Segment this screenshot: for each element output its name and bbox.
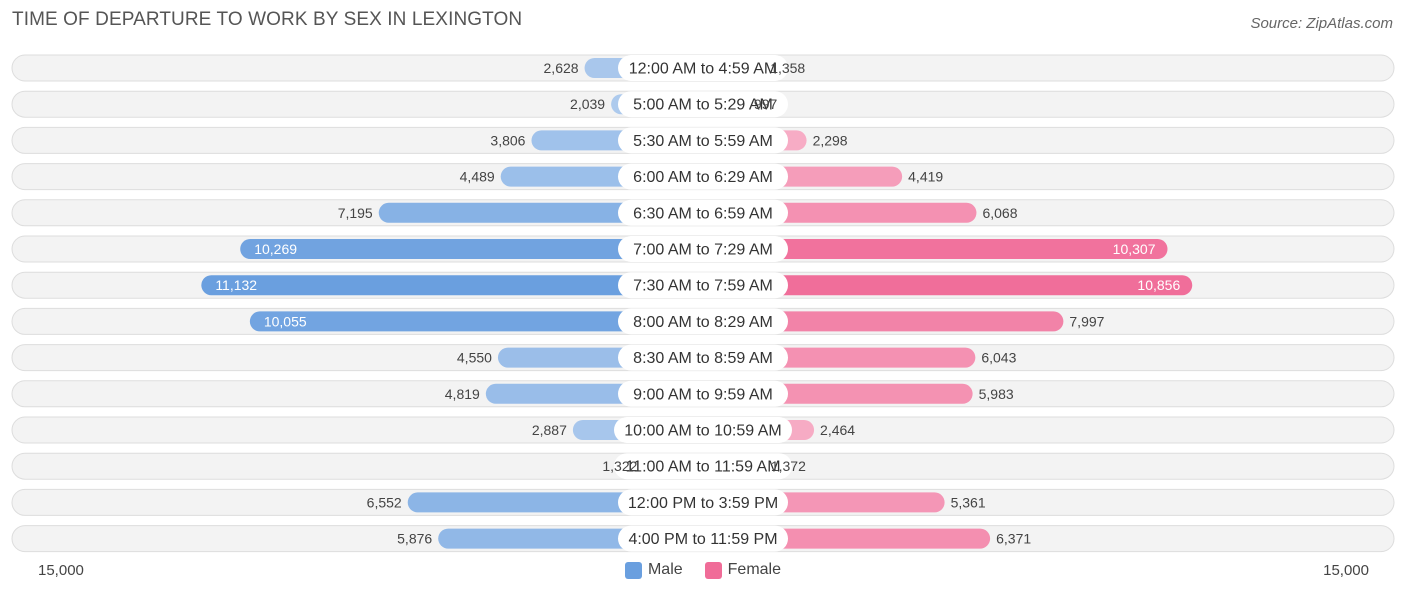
value-label-female: 7,997 xyxy=(1069,313,1104,329)
value-label-female: 10,856 xyxy=(1137,277,1180,293)
category-label: 9:00 AM to 9:59 AM xyxy=(633,386,773,403)
value-label-female: 1,358 xyxy=(770,60,805,76)
legend: Male Female xyxy=(0,561,1406,579)
category-label: 7:30 AM to 7:59 AM xyxy=(633,278,773,295)
category-label: 11:00 AM to 11:59 AM xyxy=(625,459,780,476)
value-label-male: 11,132 xyxy=(215,277,257,293)
legend-item-male[interactable]: Male xyxy=(624,561,683,579)
legend-label-male: Male xyxy=(647,561,683,578)
value-label-male: 6,552 xyxy=(367,494,402,510)
category-label: 5:30 AM to 5:59 AM xyxy=(633,133,773,150)
value-label-male: 5,876 xyxy=(397,531,432,547)
category-label: 7:00 AM to 7:29 AM xyxy=(633,242,773,259)
value-label-female: 5,361 xyxy=(951,494,986,510)
value-label-male: 10,055 xyxy=(264,313,307,329)
value-label-female: 4,419 xyxy=(908,169,943,185)
category-label: 8:00 AM to 8:29 AM xyxy=(633,314,773,331)
category-pill xyxy=(618,525,788,552)
category-pill xyxy=(618,55,788,81)
category-pill xyxy=(618,308,788,335)
value-label-male: 4,489 xyxy=(460,169,495,185)
bar-male[interactable] xyxy=(249,311,703,332)
axis-left-label: 15,000 xyxy=(38,562,84,579)
value-label-female: 6,043 xyxy=(981,350,1016,366)
category-label: 8:30 AM to 8:59 AM xyxy=(633,350,773,367)
category-label: 6:30 AM to 6:59 AM xyxy=(633,205,773,222)
value-label-female: 2,464 xyxy=(820,422,855,438)
category-pill xyxy=(618,127,788,154)
value-label-male: 7,195 xyxy=(338,205,373,221)
category-pill xyxy=(618,489,788,516)
category-label: 4:00 PM to 11:59 PM xyxy=(628,531,777,548)
value-label-male: 4,819 xyxy=(445,386,480,402)
value-label-male: 2,039 xyxy=(570,96,605,112)
legend-swatch-female xyxy=(704,561,722,579)
category-pill xyxy=(618,199,788,226)
value-label-female: 6,371 xyxy=(996,531,1031,547)
value-label-female: 10,307 xyxy=(1113,241,1156,257)
value-label-female: 2,298 xyxy=(813,132,848,148)
category-label: 12:00 AM to 4:59 AM xyxy=(629,61,778,78)
value-label-female: 5,983 xyxy=(979,386,1014,402)
axis-right-label: 15,000 xyxy=(1323,562,1369,579)
value-label-male: 1,322 xyxy=(602,458,637,474)
bar-female[interactable] xyxy=(703,275,1193,296)
value-label-female: 997 xyxy=(754,96,778,112)
bar-female[interactable] xyxy=(703,239,1168,259)
category-pill xyxy=(618,344,788,371)
value-label-male: 2,887 xyxy=(532,422,567,438)
category-pill xyxy=(618,91,788,118)
category-label: 6:00 AM to 6:29 AM xyxy=(633,169,773,186)
value-label-male: 10,269 xyxy=(254,241,297,257)
category-pill xyxy=(618,380,788,407)
chart-title: TIME OF DEPARTURE TO WORK BY SEX IN LEXI… xyxy=(12,9,523,30)
category-pill xyxy=(614,453,792,480)
category-pill xyxy=(618,163,788,190)
category-label: 12:00 PM to 3:59 PM xyxy=(628,495,778,512)
category-label: 5:00 AM to 5:29 AM xyxy=(633,97,773,114)
value-label-female: 1,372 xyxy=(771,458,806,474)
bar-male[interactable] xyxy=(201,275,703,296)
category-pill xyxy=(614,417,792,443)
legend-label-female: Female xyxy=(727,561,782,578)
value-label-female: 6,068 xyxy=(982,205,1017,221)
category-pill xyxy=(618,236,788,262)
value-label-male: 2,628 xyxy=(544,60,579,76)
bar-male[interactable] xyxy=(240,239,704,259)
value-label-male: 4,550 xyxy=(457,350,492,366)
category-label: 10:00 AM to 10:59 AM xyxy=(624,423,781,440)
value-label-male: 3,806 xyxy=(490,132,525,148)
source-credit: Source: ZipAtlas.com xyxy=(1250,15,1393,32)
category-pill xyxy=(618,272,788,299)
legend-item-female[interactable]: Female xyxy=(704,561,782,579)
bar-female[interactable] xyxy=(703,311,1064,332)
legend-swatch-male xyxy=(624,561,642,579)
